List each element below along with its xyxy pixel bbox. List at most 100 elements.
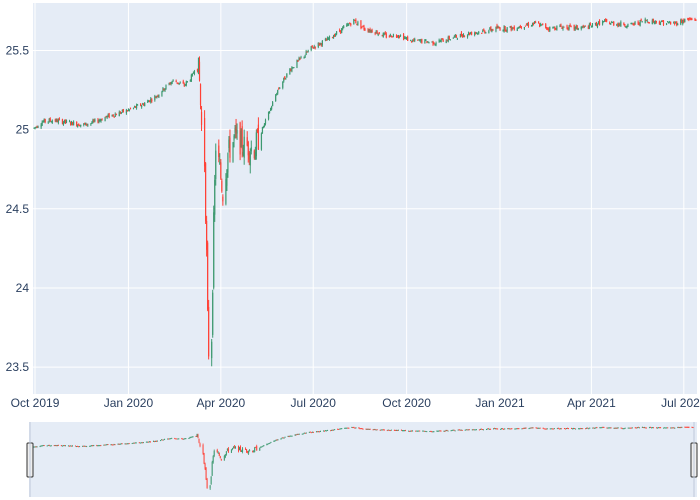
candle[interactable] [655,20,657,24]
candle[interactable] [215,143,217,186]
candle[interactable] [203,110,206,173]
candle[interactable] [503,25,505,33]
candle[interactable] [623,22,625,26]
candle[interactable] [509,26,511,28]
candle[interactable] [587,25,589,30]
candle[interactable] [567,27,569,31]
candle[interactable] [179,81,181,84]
candle[interactable] [361,26,363,29]
candle[interactable] [33,127,35,129]
candle[interactable] [475,31,477,35]
candle[interactable] [468,32,471,36]
candle[interactable] [40,123,42,130]
candle[interactable] [392,33,395,38]
candle[interactable] [177,82,179,85]
candle[interactable] [78,123,80,126]
candle[interactable] [49,117,51,123]
candle[interactable] [477,32,479,36]
candle[interactable] [255,129,257,160]
candle[interactable] [169,82,171,85]
candle[interactable] [382,32,384,38]
candle[interactable] [411,40,413,43]
candle[interactable] [44,118,46,124]
candle[interactable] [490,26,492,32]
candle[interactable] [561,26,563,29]
candle[interactable] [246,131,248,147]
candle[interactable] [694,17,696,22]
candle[interactable] [226,169,228,191]
candle[interactable] [445,39,447,44]
candle[interactable] [594,22,597,26]
candle[interactable] [334,33,337,37]
candle[interactable] [56,118,58,123]
candle[interactable] [132,107,135,110]
candle[interactable] [668,20,671,24]
candle[interactable] [65,119,68,124]
candle[interactable] [534,20,537,24]
candle[interactable] [357,20,359,26]
candle[interactable] [296,59,298,69]
candle[interactable] [495,26,497,33]
candle[interactable] [328,35,331,41]
candle[interactable] [525,23,528,26]
candle[interactable] [476,32,478,35]
candle[interactable] [498,26,500,29]
candle[interactable] [616,23,618,27]
candle[interactable] [590,25,593,28]
candle[interactable] [208,299,210,360]
candle[interactable] [499,26,501,31]
candle[interactable] [304,54,306,59]
candle[interactable] [442,38,444,42]
candle[interactable] [396,35,399,38]
candle[interactable] [229,129,231,163]
candle[interactable] [98,119,100,124]
candle[interactable] [406,36,408,40]
candle[interactable] [239,121,241,161]
candle[interactable] [627,23,629,28]
candle[interactable] [235,118,237,139]
candle[interactable] [580,26,582,31]
candle[interactable] [136,103,139,106]
candle[interactable] [455,34,457,38]
candle[interactable] [134,106,137,109]
candle[interactable] [260,132,263,151]
candle[interactable] [93,118,95,123]
candle[interactable] [591,23,594,28]
candle[interactable] [538,21,540,24]
candle[interactable] [319,42,321,46]
candle[interactable] [533,21,536,24]
candle[interactable] [165,84,167,90]
candle[interactable] [466,34,469,39]
candle[interactable] [41,120,43,127]
candle[interactable] [261,126,264,134]
candle[interactable] [148,99,150,102]
candle[interactable] [234,124,236,139]
candle[interactable] [121,109,123,113]
candle[interactable] [517,26,519,29]
candle[interactable] [391,36,394,38]
candle[interactable] [71,122,74,126]
candle[interactable] [97,117,99,124]
candle[interactable] [606,18,608,23]
candle[interactable] [113,116,115,118]
candle[interactable] [462,33,465,38]
candle[interactable] [242,144,244,157]
candle[interactable] [670,21,672,25]
candle[interactable] [619,22,621,27]
candle[interactable] [312,46,314,49]
candle[interactable] [190,73,192,82]
candle[interactable] [625,26,627,28]
candle[interactable] [307,49,309,53]
candle[interactable] [291,66,293,73]
candle[interactable] [162,87,164,93]
candle[interactable] [51,119,53,124]
candle[interactable] [311,45,313,48]
candle[interactable] [185,80,187,87]
candle[interactable] [560,23,562,27]
candle[interactable] [460,31,463,37]
candle[interactable] [367,27,369,33]
candle[interactable] [481,32,483,34]
candle[interactable] [559,24,561,28]
candle[interactable] [50,120,52,123]
candle[interactable] [119,111,121,115]
